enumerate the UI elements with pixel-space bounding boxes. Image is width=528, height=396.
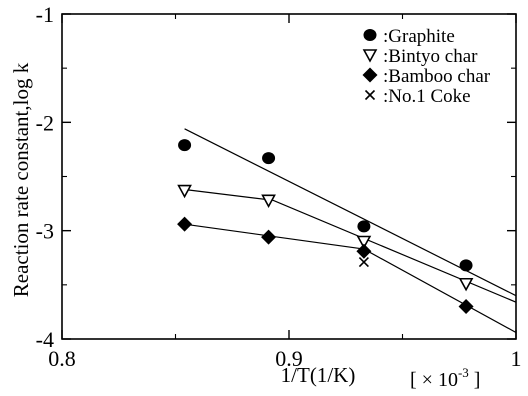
svg-text:[ × 10-3 ]: [ × 10-3 ] [410,365,480,391]
y-tick-label: -2 [36,110,54,135]
data-point-0-2 [357,220,371,233]
multiplier-exponent: -3 [458,365,469,380]
x-axis-multiplier: [ × 10-3 ] [410,365,480,391]
legend: :Graphite:Bintyo char:Bamboo char:No.1 C… [362,26,491,107]
x-tick-label: 1 [511,346,522,371]
legend-marker-0 [363,29,377,41]
data-point-2-3 [458,299,474,314]
multiplier-base: [ × 10 [410,369,458,391]
y-axis-ticks: -4 -3 -2 -1 [36,2,516,352]
legend-marker-2 [362,67,378,83]
multiplier-close: ] [469,369,481,391]
data-point-1-0 [177,184,192,199]
y-tick-label: -1 [36,2,54,27]
x-axis-ticks: 0.8 0.9 1 [48,14,522,371]
data-point-0-3 [459,259,473,272]
data-point-1-1 [261,194,276,209]
x-stroke [364,89,376,101]
data-point-0-1 [262,152,276,165]
x-axis-title: 1/T(1/K) [281,363,356,387]
data-markers [177,139,474,314]
y-axis-title: Reaction rate constant,log k [9,62,33,297]
legend-marker-1 [362,49,378,63]
legend-label-3: :No.1 Coke [383,86,471,107]
data-point-1-3 [458,277,474,292]
legend-label-2: :Bamboo char [383,66,491,87]
data-point-2-2 [356,243,372,259]
x-tick-label: 0.8 [48,346,76,371]
data-point-0-0 [178,139,192,152]
x-tick-label: 0.9 [275,346,303,371]
legend-label-0: :Graphite [383,26,455,47]
data-point-2-0 [177,216,193,232]
x-stroke [358,257,369,268]
data-point-2-1 [261,229,277,245]
data-point-1-2 [356,235,372,250]
y-tick-label: -4 [36,327,54,352]
fit-line-1 [184,188,517,303]
data-point-3-0 [358,257,369,268]
y-tick-label: -3 [36,219,54,244]
legend-label-1: :Bintyo char [383,46,478,67]
legend-marker-3 [364,89,376,101]
